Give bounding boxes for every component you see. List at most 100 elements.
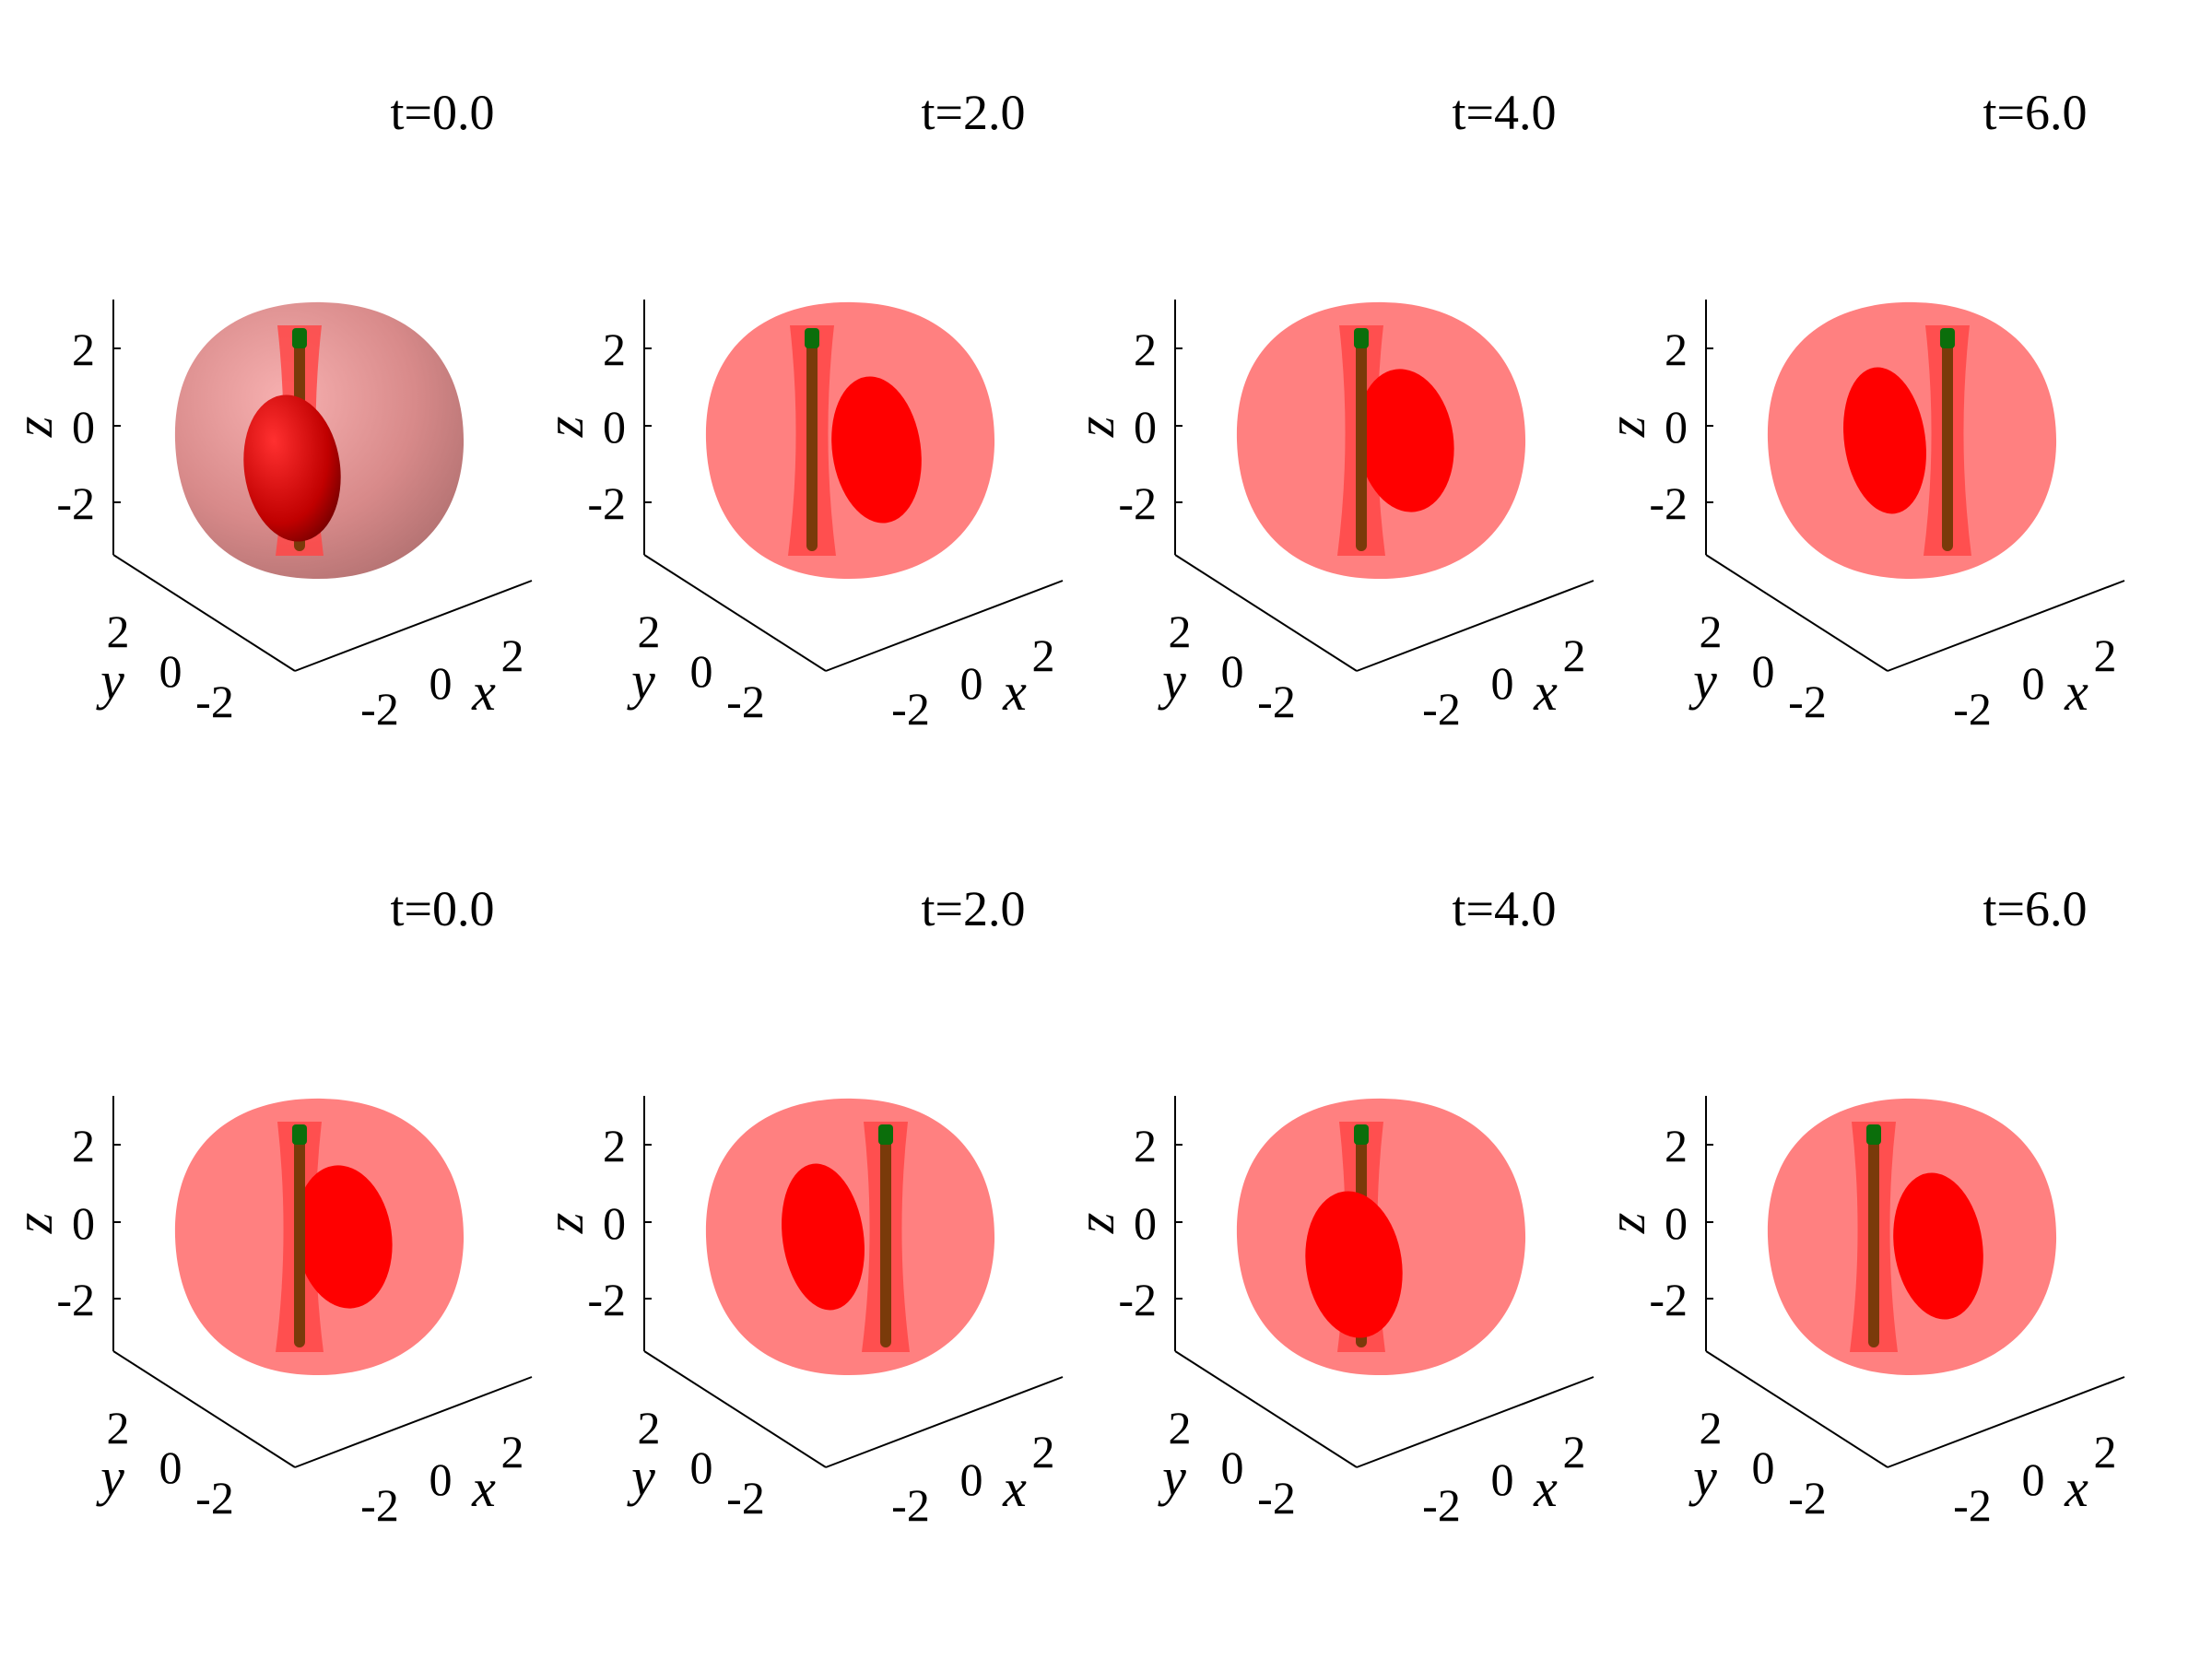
panel-title: t=6.0 bbox=[1983, 85, 2088, 140]
x-tick-label: -2 bbox=[1422, 1479, 1461, 1531]
vortex-tip bbox=[1354, 1124, 1369, 1145]
core-blob bbox=[782, 1163, 865, 1311]
x-tick-label: 2 bbox=[2094, 1426, 2117, 1477]
core-blob bbox=[831, 376, 922, 524]
y-axis-label: y bbox=[1158, 1447, 1186, 1507]
x-axis-line bbox=[825, 1376, 1064, 1468]
panel-title: t=4.0 bbox=[1453, 881, 1557, 936]
z-tick-label: -2 bbox=[56, 1274, 95, 1325]
y-tick-label: 2 bbox=[107, 606, 130, 657]
y-tick-label: -2 bbox=[726, 1472, 765, 1524]
x-tick-label: 0 bbox=[429, 657, 453, 709]
vortex-tip bbox=[1866, 1124, 1881, 1145]
core-blob bbox=[243, 394, 341, 542]
z-tick-label: 0 bbox=[1134, 1197, 1157, 1249]
z-axis-label: z bbox=[4, 417, 64, 439]
isosurface-render bbox=[705, 301, 995, 580]
y-tick-label: 0 bbox=[1752, 1441, 1775, 1493]
vortex-line bbox=[806, 335, 818, 551]
x-axis-label: x bbox=[2064, 1458, 2088, 1518]
isosurface-render bbox=[174, 301, 465, 580]
x-axis-label: x bbox=[2064, 662, 2088, 722]
panel-title: t=4.0 bbox=[1453, 85, 1557, 140]
vortex-line bbox=[294, 1131, 305, 1347]
panel-title: t=0.0 bbox=[391, 881, 495, 936]
z-tick-label: -2 bbox=[1118, 477, 1157, 529]
z-tick-label: -2 bbox=[587, 477, 626, 529]
x-tick-label: 2 bbox=[2094, 629, 2117, 681]
z-tick-label: -2 bbox=[1649, 477, 1688, 529]
x-axis-label: x bbox=[1002, 1458, 1027, 1518]
panel-title: t=2.0 bbox=[922, 85, 1026, 140]
y-tick-label: -2 bbox=[1257, 676, 1296, 727]
y-axis-label: y bbox=[1688, 1447, 1717, 1507]
core-blob bbox=[1843, 367, 1926, 514]
y-axis-label: y bbox=[96, 651, 124, 711]
y-tick-label: 2 bbox=[107, 1402, 130, 1453]
z-tick-label: 2 bbox=[1134, 324, 1157, 375]
x-tick-label: 2 bbox=[1032, 1426, 1055, 1477]
x-tick-label: 0 bbox=[429, 1453, 453, 1505]
y-tick-label: -2 bbox=[1788, 1472, 1827, 1524]
y-axis-label: y bbox=[627, 1447, 655, 1507]
x-axis-label: x bbox=[471, 1458, 496, 1518]
isosurface-render bbox=[1767, 1098, 2057, 1376]
x-tick-label: -2 bbox=[1422, 683, 1461, 735]
y-tick-label: 0 bbox=[1221, 645, 1244, 697]
y-tick-label: 0 bbox=[690, 1441, 713, 1493]
z-tick-label: -2 bbox=[56, 477, 95, 529]
z-axis-label: z bbox=[4, 1213, 64, 1235]
y-axis-line bbox=[1705, 1350, 1888, 1468]
z-tick-label: 2 bbox=[72, 324, 95, 375]
y-axis-line bbox=[1174, 554, 1358, 672]
z-tick-label: 2 bbox=[603, 1120, 626, 1171]
z-tick-label: -2 bbox=[1649, 1274, 1688, 1325]
x-tick-label: 0 bbox=[2022, 657, 2045, 709]
y-axis-line bbox=[1174, 1350, 1358, 1468]
isosurface-render bbox=[705, 1098, 995, 1376]
z-tick-label: 0 bbox=[1665, 401, 1688, 453]
x-tick-label: 0 bbox=[2022, 1453, 2045, 1505]
y-tick-label: 2 bbox=[1169, 606, 1192, 657]
x-axis-line bbox=[825, 580, 1064, 672]
x-tick-label: -2 bbox=[360, 1479, 399, 1531]
panel-title: t=0.0 bbox=[391, 85, 495, 140]
z-axis-label: z bbox=[1596, 417, 1656, 439]
z-tick-label: 0 bbox=[603, 1197, 626, 1249]
x-tick-label: 2 bbox=[1563, 1426, 1586, 1477]
isosurface-render bbox=[1767, 301, 2057, 580]
vortex-tip bbox=[1354, 328, 1369, 348]
y-tick-label: 0 bbox=[1221, 1441, 1244, 1493]
y-tick-label: -2 bbox=[1788, 676, 1827, 727]
x-tick-label: -2 bbox=[1953, 683, 1992, 735]
x-axis-line bbox=[294, 1376, 533, 1468]
x-tick-label: -2 bbox=[1953, 1479, 1992, 1531]
vortex-tip bbox=[292, 328, 307, 348]
core-blob bbox=[295, 1165, 393, 1309]
x-axis-label: x bbox=[1533, 662, 1558, 722]
x-axis-line bbox=[1887, 580, 2125, 672]
y-tick-label: 2 bbox=[1700, 606, 1723, 657]
z-tick-label: 0 bbox=[1665, 1197, 1688, 1249]
vortex-tip bbox=[1940, 328, 1955, 348]
z-tick-label: 2 bbox=[1665, 324, 1688, 375]
vortex-tip bbox=[878, 1124, 893, 1145]
isosurface-render bbox=[1236, 1098, 1526, 1376]
x-tick-label: -2 bbox=[360, 683, 399, 735]
vortex-line bbox=[880, 1131, 891, 1347]
x-axis-label: x bbox=[1002, 662, 1027, 722]
y-tick-label: 0 bbox=[1752, 645, 1775, 697]
isosurface-render bbox=[174, 1098, 465, 1376]
y-tick-label: 0 bbox=[159, 1441, 182, 1493]
x-tick-label: 2 bbox=[1032, 629, 1055, 681]
y-tick-label: 2 bbox=[1700, 1402, 1723, 1453]
z-tick-label: 0 bbox=[72, 1197, 95, 1249]
core-blob bbox=[1357, 369, 1454, 512]
y-axis-label: y bbox=[1158, 651, 1186, 711]
